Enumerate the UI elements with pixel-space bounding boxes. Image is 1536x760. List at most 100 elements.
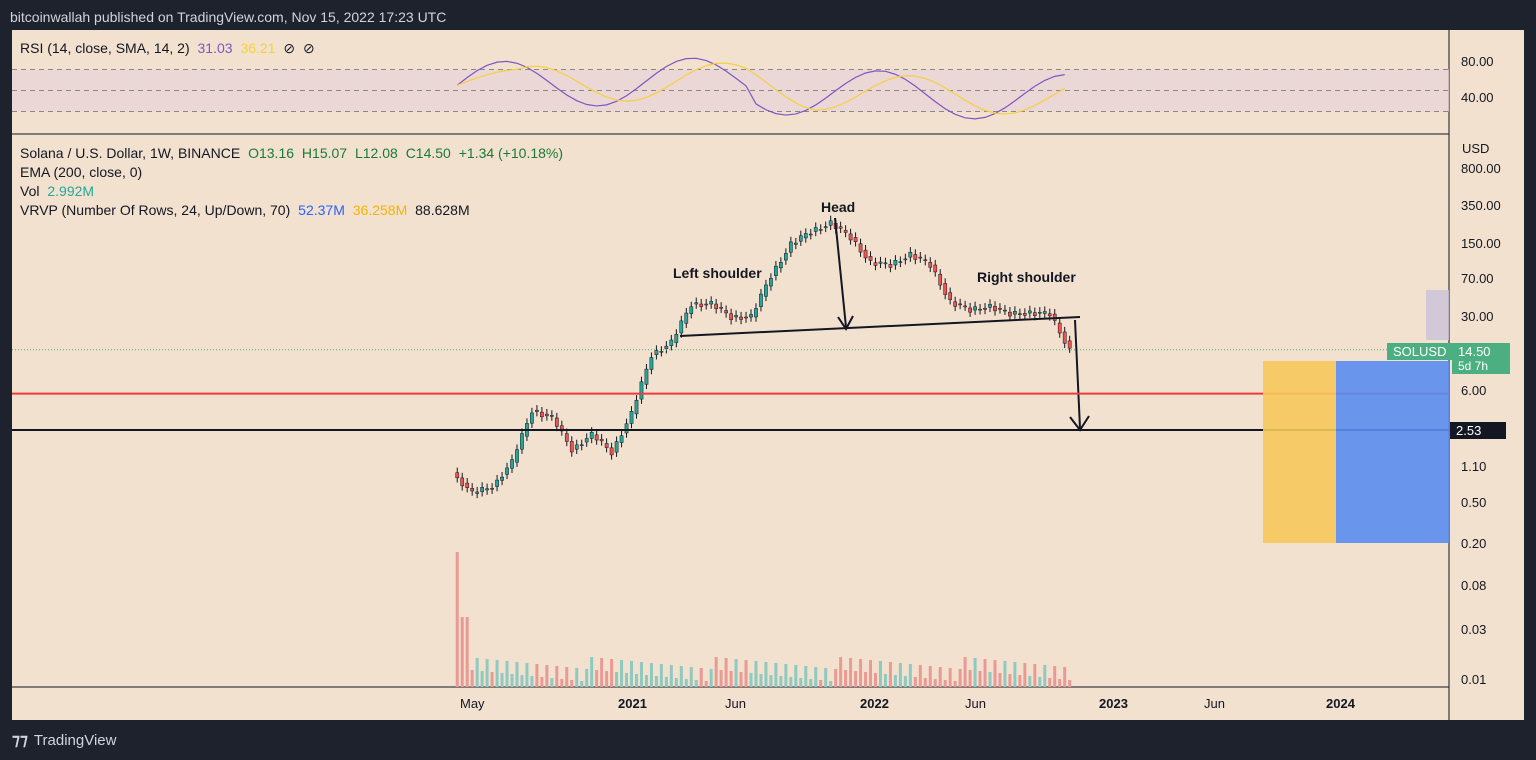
- volume-bar: [704, 681, 708, 687]
- vrvp-up-block: [1263, 361, 1336, 543]
- volume-bar: [759, 674, 763, 687]
- volume-bar: [535, 664, 539, 687]
- volume-bar: [873, 673, 877, 687]
- candle-body: [1003, 309, 1007, 312]
- volume-bar: [644, 675, 648, 687]
- volume-bar: [794, 665, 798, 687]
- volume-bar: [639, 662, 643, 687]
- volume-bar: [963, 657, 967, 687]
- candle-body: [908, 251, 913, 258]
- volume-bar: [774, 663, 778, 687]
- volume-bar: [903, 676, 907, 687]
- head-arrow: [834, 217, 847, 328]
- head-arrow-tip: [837, 315, 854, 331]
- candle-body: [998, 308, 1002, 310]
- volume-bar: [1028, 676, 1032, 687]
- candle-body: [938, 273, 943, 286]
- volume-bar: [1003, 661, 1007, 687]
- tradingview-brand[interactable]: ⁊⁊ TradingView: [12, 730, 116, 750]
- vol-legend[interactable]: Vol 2.992M: [20, 183, 98, 199]
- candle-body: [594, 434, 599, 441]
- volume-bar: [888, 662, 892, 687]
- vrvp-label: VRVP (Number Of Rows, 24, Up/Down, 70): [20, 202, 291, 218]
- volume-bar: [475, 658, 479, 687]
- volume-bar: [605, 671, 609, 687]
- candle-body: [754, 308, 758, 318]
- candle-body: [549, 415, 554, 417]
- volume-bar: [729, 671, 733, 687]
- time-tick: 2024: [1326, 696, 1355, 711]
- volume-bar: [669, 665, 673, 687]
- volume-bar: [520, 675, 524, 687]
- volume-bar: [834, 669, 838, 687]
- volume-bar: [1038, 677, 1042, 687]
- volume-bar: [859, 659, 863, 687]
- volume-bar: [525, 663, 529, 687]
- candle-body: [649, 357, 654, 370]
- volume-bar: [600, 658, 604, 687]
- symbol-title[interactable]: Solana / U.S. Dollar, 1W, BINANCE: [20, 145, 241, 161]
- price-tick: 0.50: [1461, 495, 1487, 510]
- price-tick: 350.00: [1461, 198, 1501, 213]
- candle-body: [1067, 340, 1072, 349]
- candle-body: [1008, 311, 1012, 317]
- candle-body: [669, 339, 674, 346]
- candle-body: [709, 301, 714, 305]
- candle-body: [898, 261, 903, 263]
- volume-bar: [684, 679, 688, 687]
- volume-bar: [953, 681, 957, 687]
- candle-body: [684, 312, 689, 324]
- volume-bar: [1033, 664, 1037, 687]
- rsi-legend: RSI (14, close, SMA, 14, 2) 31.03 36.21 …: [20, 40, 319, 57]
- volume-bar: [898, 663, 902, 687]
- ema-legend[interactable]: EMA (200, close, 0): [20, 164, 143, 180]
- candle-body: [793, 242, 798, 245]
- candle-body: [455, 472, 460, 479]
- neckline: [679, 316, 1081, 337]
- volume-bar: [540, 677, 544, 687]
- candle-body: [913, 254, 918, 260]
- candle-body: [500, 476, 504, 481]
- candle-body: [744, 316, 748, 319]
- candle-body: [574, 444, 579, 450]
- candle-body: [943, 283, 948, 295]
- vol-label: Vol: [20, 183, 40, 199]
- volume-bar: [943, 680, 947, 687]
- candle-body: [734, 315, 738, 318]
- candle-body: [798, 235, 803, 242]
- volume-bar: [714, 657, 718, 687]
- price-tick: 150.00: [1461, 236, 1501, 251]
- vrvp-legend[interactable]: VRVP (Number Of Rows, 24, Up/Down, 70) 5…: [20, 202, 474, 218]
- volume-bar: [1018, 675, 1022, 687]
- chart-canvas[interactable]: [12, 30, 1524, 720]
- volume-bar: [1013, 662, 1017, 687]
- volume-bar: [634, 674, 638, 687]
- candle-body: [515, 449, 519, 463]
- volume-bar: [585, 669, 589, 687]
- candle-body: [679, 320, 684, 334]
- candle-body: [928, 262, 933, 268]
- candle-body: [490, 487, 494, 490]
- volume-bar: [495, 660, 499, 687]
- candle-body: [584, 438, 589, 443]
- volume-bar: [465, 617, 469, 687]
- volume-bar: [490, 672, 494, 687]
- candle-body: [689, 306, 694, 314]
- hide-icon[interactable]: ⊘: [283, 40, 296, 56]
- symbol-badge[interactable]: SOLUSD: [1387, 343, 1453, 360]
- ohlc-close: C14.50: [405, 145, 451, 161]
- volume-bar: [460, 617, 464, 687]
- candle-body: [1062, 331, 1067, 344]
- candle-body: [644, 368, 649, 385]
- hide-icon-2[interactable]: ⊘: [303, 40, 315, 56]
- volume-bar: [789, 677, 793, 687]
- rsi-band: [12, 69, 1449, 112]
- candle-body: [788, 241, 793, 253]
- time-tick: 2023: [1099, 696, 1128, 711]
- candle-body: [838, 226, 843, 229]
- candle-body: [520, 433, 524, 450]
- ohlc-low: L12.08: [354, 145, 398, 161]
- annotation-head: Head: [821, 199, 856, 215]
- candle-body: [769, 278, 773, 287]
- volume-bar: [615, 672, 619, 687]
